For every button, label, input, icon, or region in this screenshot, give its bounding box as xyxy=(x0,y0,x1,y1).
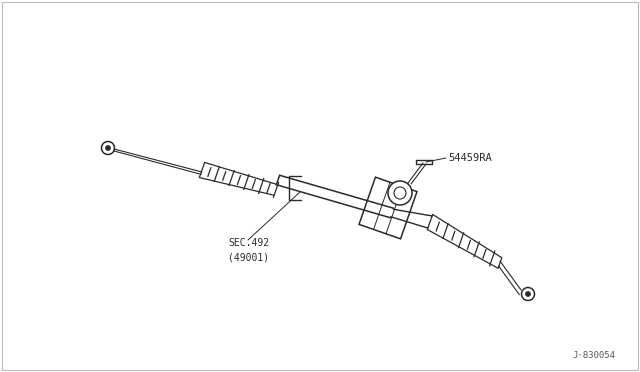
Circle shape xyxy=(102,141,115,154)
Circle shape xyxy=(525,292,531,296)
Text: SEC.492
(49001): SEC.492 (49001) xyxy=(228,238,269,262)
Circle shape xyxy=(522,288,534,301)
Text: J·830054: J·830054 xyxy=(572,351,615,360)
Circle shape xyxy=(388,181,412,205)
Text: 54459RA: 54459RA xyxy=(448,153,492,163)
Circle shape xyxy=(106,145,111,151)
